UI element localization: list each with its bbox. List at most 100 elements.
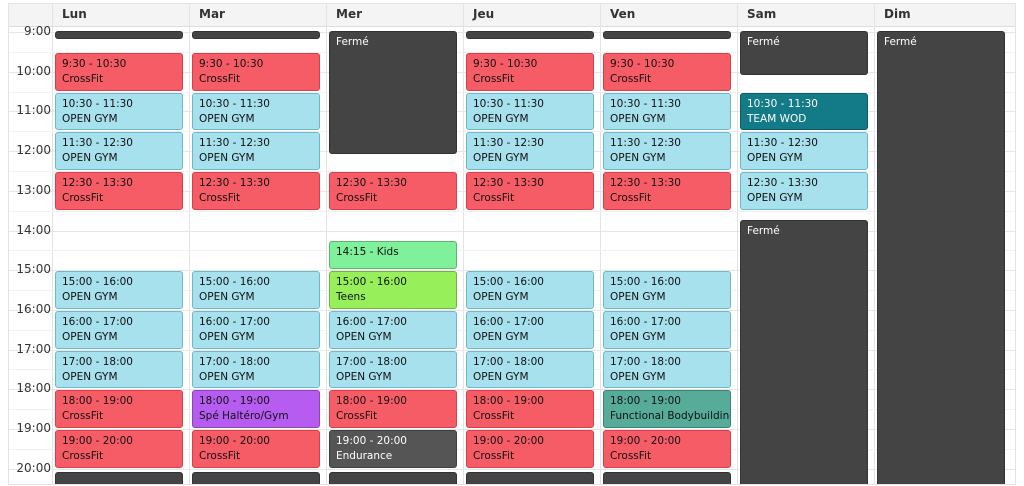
half-hour-gridline	[9, 91, 1015, 93]
event-time: Fermé	[747, 36, 780, 48]
event-title: OPEN GYM	[610, 330, 666, 343]
event[interactable]: 12:30 - 13:30 CrossFit	[466, 171, 594, 210]
event-time: 19:00 - 20:00	[473, 435, 544, 447]
closed-block[interactable]: Fermé	[740, 219, 868, 484]
closed-bar[interactable]	[55, 471, 183, 484]
event-title: OPEN GYM	[473, 370, 529, 383]
event[interactable]: 17:00 - 18:00 OPEN GYM	[329, 350, 457, 389]
event[interactable]: 10:30 - 11:30 OPEN GYM	[466, 92, 594, 131]
event[interactable]: 16:00 - 17:00 OPEN GYM	[466, 310, 594, 349]
event[interactable]: 9:30 - 10:30 CrossFit	[603, 52, 731, 91]
event[interactable]: 16:00 - 17:00 OPEN GYM	[329, 310, 457, 349]
column-divider	[52, 4, 53, 484]
event[interactable]: 15:00 - 16:00 OPEN GYM	[55, 271, 183, 309]
event[interactable]: 12:30 - 13:30 CrossFit	[603, 171, 731, 210]
event[interactable]: 15:00 - 16:00 Teens	[329, 271, 457, 309]
event[interactable]: 11:30 - 12:30 OPEN GYM	[740, 132, 868, 170]
event[interactable]: 12:30 - 13:30 CrossFit	[55, 171, 183, 210]
event[interactable]: 18:00 - 19:00 Functional Bodybuilding	[603, 390, 731, 428]
closed-bar[interactable]	[329, 471, 457, 484]
event-time: 17:00 - 18:00	[473, 355, 544, 368]
hour-gridline	[9, 389, 1015, 391]
closed-bar[interactable]	[55, 31, 183, 39]
event-time: 15:00 - 16:00	[62, 276, 133, 289]
event[interactable]: 16:00 - 17:00 OPEN GYM	[603, 310, 731, 349]
event[interactable]: 14:15 - Kids	[329, 241, 457, 270]
event-time: 10:30 - 11:30	[610, 97, 681, 110]
event-title: CrossFit	[610, 72, 652, 85]
closed-bar[interactable]	[466, 31, 594, 39]
day-label-lun: Lun	[62, 7, 87, 21]
event[interactable]: 11:30 - 12:30 OPEN GYM	[192, 132, 320, 170]
half-hour-gridline	[9, 250, 1015, 252]
event-title: OPEN GYM	[199, 152, 255, 165]
event[interactable]: 12:30 - 13:30 CrossFit	[329, 171, 457, 210]
closed-bar[interactable]	[192, 471, 320, 484]
event[interactable]: 18:00 - 19:00 CrossFit	[329, 390, 457, 428]
event[interactable]: 11:30 - 12:30 OPEN GYM	[603, 132, 731, 170]
event-title: CrossFit	[473, 410, 515, 423]
event[interactable]: 19:00 - 20:00 CrossFit	[55, 430, 183, 468]
event-time: 18:00 - 19:00	[473, 395, 544, 408]
closed-bar[interactable]	[603, 471, 731, 484]
event-time: 17:00 - 18:00	[199, 355, 270, 368]
event-time: 10:30 - 11:30	[473, 97, 544, 110]
event[interactable]: 19:00 - 20:00 CrossFit	[466, 430, 594, 468]
event[interactable]: 18:00 - 19:00 CrossFit	[466, 390, 594, 428]
event[interactable]: 11:30 - 12:30 OPEN GYM	[55, 132, 183, 170]
closed-block[interactable]: Fermé	[877, 31, 1005, 484]
event[interactable]: 18:00 - 19:00 Spé Haltéro/Gym	[192, 390, 320, 428]
event[interactable]: 10:30 - 11:30 TEAM WOD	[740, 92, 868, 131]
event-title: Functional Bodybuilding	[610, 410, 731, 423]
event-title: OPEN GYM	[610, 152, 666, 165]
event-title: CrossFit	[199, 450, 241, 462]
event-time: 11:30 - 12:30	[747, 137, 818, 150]
event-time: 18:00 - 19:00	[336, 395, 407, 408]
time-label: 18:00	[16, 381, 51, 396]
event[interactable]: 10:30 - 11:30 OPEN GYM	[192, 92, 320, 131]
event-title: OPEN GYM	[747, 191, 803, 204]
event-time: 19:00 - 20:00	[336, 435, 407, 447]
event[interactable]: 9:30 - 10:30 CrossFit	[55, 52, 183, 91]
closed-block[interactable]: Fermé	[740, 31, 868, 75]
event[interactable]: 16:00 - 17:00 OPEN GYM	[55, 310, 183, 349]
event[interactable]: 17:00 - 18:00 OPEN GYM	[55, 350, 183, 389]
event-time: 16:00 - 17:00	[199, 315, 270, 328]
event[interactable]: 15:00 - 16:00 OPEN GYM	[192, 271, 320, 309]
event-time: 12:30 - 13:30	[610, 176, 681, 189]
event-title: OPEN GYM	[336, 370, 392, 383]
hour-gridline	[9, 270, 1015, 272]
event-time: 19:00 - 20:00	[610, 435, 681, 447]
time-label: 12:00	[16, 143, 51, 158]
event[interactable]: 19:00 - 20:00 CrossFit	[603, 430, 731, 468]
event[interactable]: 12:30 - 13:30 OPEN GYM	[740, 171, 868, 210]
event[interactable]: 10:30 - 11:30 OPEN GYM	[603, 92, 731, 131]
event[interactable]: 15:00 - 16:00 OPEN GYM	[603, 271, 731, 309]
event-title: TEAM WOD	[747, 112, 807, 125]
event[interactable]: 17:00 - 18:00 OPEN GYM	[192, 350, 320, 389]
closed-bar[interactable]	[466, 471, 594, 484]
event[interactable]: 15:00 - 16:00 OPEN GYM	[466, 271, 594, 309]
closed-block[interactable]: Fermé	[329, 31, 457, 155]
closed-bar[interactable]	[603, 31, 731, 39]
event[interactable]: 19:00 - 20:00 CrossFit	[192, 430, 320, 468]
event[interactable]: 16:00 - 17:00 OPEN GYM	[192, 310, 320, 349]
event-title: CrossFit	[336, 410, 378, 423]
event[interactable]: 18:00 - 19:00 CrossFit	[55, 390, 183, 428]
closed-bar[interactable]	[192, 31, 320, 39]
event[interactable]: 12:30 - 13:30 CrossFit	[192, 171, 320, 210]
time-label: 15:00	[16, 262, 51, 277]
event[interactable]: 9:30 - 10:30 CrossFit	[192, 52, 320, 91]
event[interactable]: 11:30 - 12:30 OPEN GYM	[466, 132, 594, 170]
event[interactable]: 17:00 - 18:00 OPEN GYM	[603, 350, 731, 389]
event-title: OPEN GYM	[199, 112, 255, 125]
event-title: OPEN GYM	[610, 291, 666, 304]
event[interactable]: 19:00 - 20:00 Endurance	[329, 430, 457, 468]
event-time: 18:00 - 19:00	[62, 395, 133, 408]
event[interactable]: 10:30 - 11:30 OPEN GYM	[55, 92, 183, 131]
time-label: 14:00	[16, 222, 51, 237]
event-time: 15:00 - 16:00	[336, 276, 407, 289]
day-label-mer: Mer	[336, 7, 362, 21]
event[interactable]: 17:00 - 18:00 OPEN GYM	[466, 350, 594, 389]
event[interactable]: 9:30 - 10:30 CrossFit	[466, 52, 594, 91]
